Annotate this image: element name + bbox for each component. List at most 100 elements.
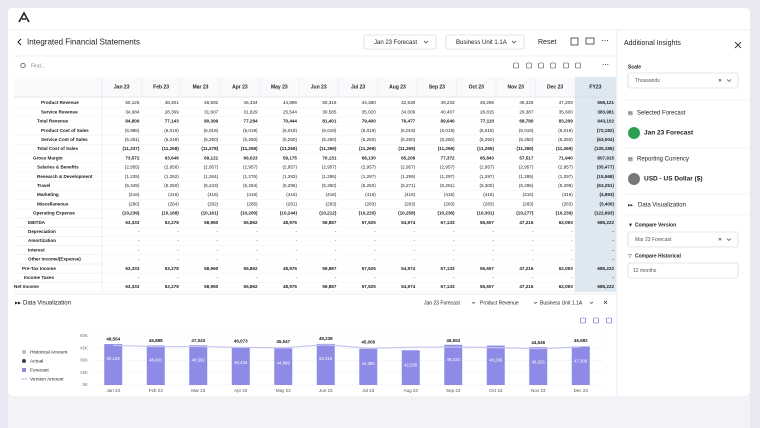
unit-dropdown[interactable] — [445, 34, 525, 50]
cell: (1,264) — [204, 174, 219, 179]
bar-label: 50,316 — [319, 356, 333, 361]
cell: 62,093 — [559, 284, 573, 289]
cell: (122,693) — [594, 211, 614, 216]
cell: 685,222 — [597, 220, 614, 225]
cell: - — [256, 229, 258, 234]
compare-version-dropdown[interactable] — [627, 231, 739, 248]
cell: (5,250) — [282, 137, 297, 142]
scale-dropdown[interactable] — [627, 72, 739, 89]
chart-icon[interactable] — [593, 317, 599, 324]
cell: 55,607 — [480, 284, 494, 289]
cell: (416) — [562, 192, 573, 197]
cell: 559,121 — [597, 100, 614, 105]
more-icon[interactable]: ⋯ — [601, 36, 609, 45]
cell: 943,102 — [597, 119, 614, 124]
cell: 55,862 — [244, 220, 258, 225]
compare-version-label[interactable]: Compare Version — [635, 222, 676, 228]
edit-icon[interactable] — [570, 37, 579, 46]
toolbar-icon[interactable] — [513, 62, 519, 69]
cell: (2,957) — [204, 165, 219, 170]
filter-dropdown[interactable]: Product Revenue — [480, 300, 519, 306]
chart-icon[interactable] — [580, 317, 586, 324]
cell: (1,295) — [322, 174, 337, 179]
cell: (6,019) — [164, 128, 179, 133]
cell: (10,244) — [280, 211, 298, 216]
cell: - — [571, 238, 573, 243]
chart-icon[interactable] — [606, 317, 612, 324]
reset-button[interactable]: Reset — [538, 39, 556, 46]
cell: (5,250) — [204, 137, 219, 142]
cell: (5,264) — [243, 183, 258, 188]
row-label: Salaries & Benefits — [37, 165, 79, 170]
search-icon — [20, 62, 26, 69]
version-dropdown[interactable] — [363, 34, 437, 50]
cell: (416) — [247, 192, 258, 197]
cell: (2,957) — [401, 165, 416, 170]
toolbar-icon[interactable] — [563, 62, 569, 69]
cell: - — [374, 257, 376, 262]
chart: 0K 15K 30K 45K 60K Jan 23 Feb 23 Mar 23 Apr 23 Ma… — [21, 333, 602, 393]
cell: (1,252) — [164, 174, 179, 179]
search-input[interactable]: Find... — [31, 63, 45, 69]
point-label: 49,238 — [319, 336, 333, 341]
cell: (6,019) — [322, 128, 337, 133]
compare-historical-input[interactable] — [627, 262, 739, 279]
close-chart[interactable]: ✕ — [603, 301, 608, 307]
cell: - — [256, 247, 258, 252]
cell: (5,250) — [440, 137, 455, 142]
clear-icon[interactable]: ✕ — [718, 237, 722, 243]
cell: - — [612, 275, 614, 280]
toolbar-icon[interactable] — [575, 62, 581, 69]
cell: (416) — [365, 192, 376, 197]
point-label: 47,043 — [191, 338, 205, 343]
collapse-icon[interactable]: ▸▸ — [15, 301, 21, 307]
selected-forecast-label: Selected Forecast — [637, 111, 686, 117]
more-icon[interactable]: ⋯ — [602, 62, 609, 69]
cell: 54,974 — [401, 266, 415, 271]
y-tick-label: 60K — [80, 333, 88, 338]
cell: (10,161) — [201, 211, 219, 216]
toolbar-icon[interactable] — [538, 62, 544, 69]
cell: (5,250) — [322, 183, 337, 188]
cell: 47,209 — [559, 100, 573, 105]
filter-icon: ▽ — [628, 253, 632, 259]
toolbar: ⋯ — [513, 62, 609, 69]
cell: (1,283) — [282, 174, 297, 179]
chevron — [533, 301, 538, 304]
filter-dropdown[interactable]: Business Unit 1.1A — [540, 300, 583, 306]
comment-icon[interactable] — [585, 37, 595, 45]
cell: (5,250) — [164, 183, 179, 188]
cell: 81,401 — [322, 119, 336, 124]
cell: - — [414, 275, 416, 280]
toolbar-icon[interactable] — [526, 62, 532, 69]
cell: 48,401 — [165, 100, 179, 105]
cell: (1,239) — [125, 174, 140, 179]
legend-label: Actual — [30, 358, 43, 364]
cell: - — [374, 275, 376, 280]
back-button[interactable] — [17, 38, 22, 46]
cell: (10,212) — [319, 211, 337, 216]
bar — [486, 345, 505, 385]
currency-label: Reporting Currency — [637, 157, 689, 163]
close-insights[interactable] — [734, 41, 742, 49]
clear-icon[interactable]: ✕ — [718, 78, 722, 84]
row-label: Product Revenue — [41, 100, 79, 105]
toolbar-icon[interactable] — [550, 62, 556, 69]
column-header: Dec 23 — [547, 84, 563, 90]
scale-value: Thousands — [635, 78, 660, 84]
cell: - — [295, 247, 297, 252]
filter-dropdown[interactable]: Jan 23 Forecast — [424, 300, 460, 306]
cell: 44,380 — [362, 100, 376, 105]
x-tick-label: Aug 23 — [404, 388, 419, 393]
bar-label: 45,434 — [234, 360, 248, 365]
cell: (282) — [207, 201, 218, 206]
cell: (5,243) — [204, 183, 219, 188]
cell: (5,261) — [440, 183, 455, 188]
cell: 73,572 — [125, 155, 139, 160]
cell: (283) — [523, 201, 534, 206]
cell: 35,020 — [362, 109, 376, 114]
cell: (11,269) — [280, 146, 297, 151]
footer-area — [8, 396, 750, 428]
cell: - — [414, 238, 416, 243]
